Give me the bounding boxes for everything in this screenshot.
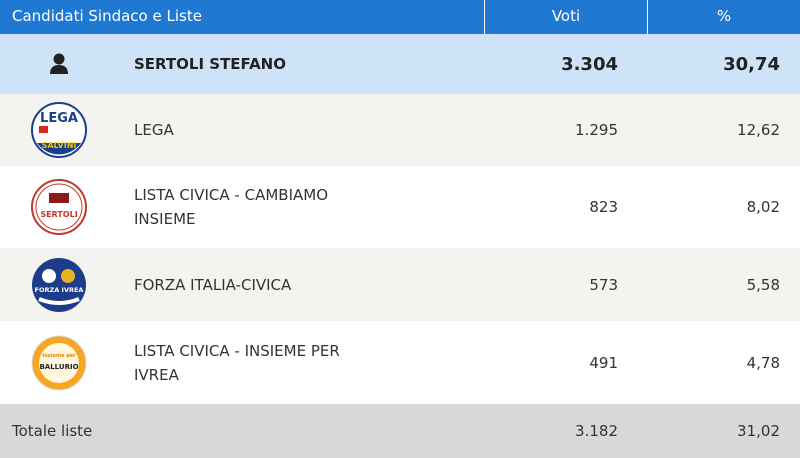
total-votes: 3.182 [575,422,618,440]
svg-text:LEGA: LEGA [40,111,78,126]
header-candidates: Candidati Sindaco e Liste [0,0,485,34]
header-votes: Voti [485,0,648,34]
list-row: SERTOLI LISTA CIVICA - CAMBIAMO INSIEME … [0,166,800,248]
candidate-votes: 3.304 [561,53,618,75]
svg-text:SERTOLI: SERTOLI [40,210,77,219]
svg-text:SALVINI: SALVINI [42,141,77,150]
candidate-row: SERTOLI STEFANO 3.304 30,74 [0,34,800,94]
list-row: Insieme per BALLURIO LISTA CIVICA - INSIE… [0,321,800,404]
candidate-name: SERTOLI STEFANO [134,55,286,73]
total-row: Totale liste 3.182 31,02 [0,404,800,458]
list-votes: 823 [589,198,618,216]
user-icon [50,53,68,74]
list-votes: 491 [589,353,618,372]
candidate-percent: 30,74 [723,53,780,75]
list-row: FORZA IVREA FORZA ITALIA-CIVICA 573 5,58 [0,248,800,321]
list-votes: 573 [589,275,618,294]
forza-ivrea-logo-icon: FORZA IVREA [32,257,86,312]
list-percent: 5,58 [746,275,780,294]
total-label: Totale liste [12,422,93,440]
list-name: LISTA CIVICA - INSIEME PER IVREA [134,341,340,384]
list-name: LEGA [134,121,174,139]
list-votes: 1.295 [575,121,618,139]
list-percent: 8,02 [746,198,780,216]
list-percent: 12,62 [737,121,780,139]
lega-logo-icon: LEGA SALVINI [31,102,87,158]
list-percent: 4,78 [746,353,780,372]
insieme-per-ivrea-logo-icon: Insieme per BALLURIO [31,335,87,390]
table-header: Candidati Sindaco e Liste Voti % [0,0,800,34]
svg-text:BALLURIO: BALLURIO [39,363,78,371]
list-name: FORZA ITALIA-CIVICA [134,275,292,294]
cambiamo-insieme-logo-icon: SERTOLI [31,179,87,235]
svg-text:Insieme per: Insieme per [42,353,76,359]
total-percent: 31,02 [737,422,780,440]
list-row: LEGA SALVINI LEGA 1.295 12,62 [0,94,800,166]
svg-text:FORZA IVREA: FORZA IVREA [35,286,84,294]
header-percent: % [716,7,732,25]
list-name: LISTA CIVICA - CAMBIAMO INSIEME [134,186,328,228]
